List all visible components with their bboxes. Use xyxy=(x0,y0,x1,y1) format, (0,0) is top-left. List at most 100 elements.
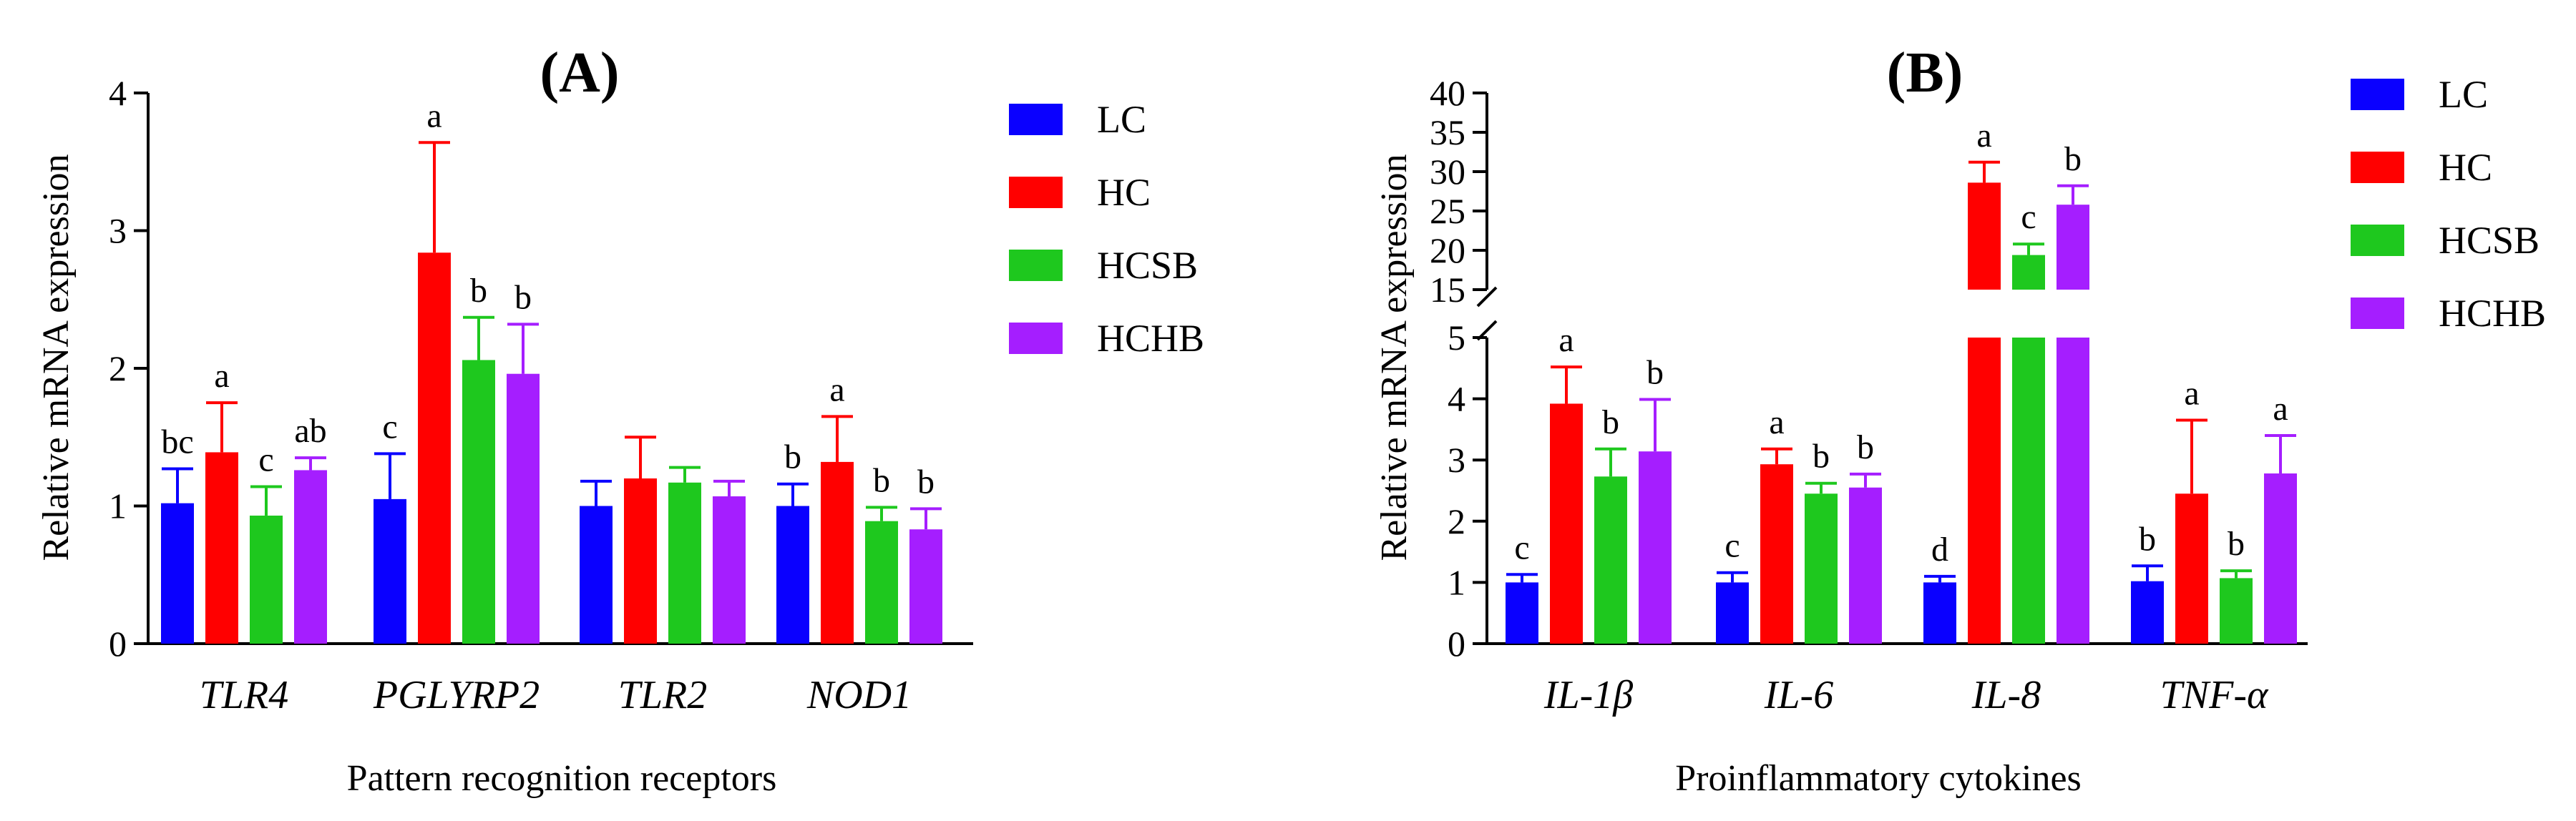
panel-a-title: (A) xyxy=(540,41,619,104)
significance-letter: c xyxy=(1514,529,1529,566)
bar-lc-tlr4 xyxy=(161,503,194,644)
significance-letter: a xyxy=(829,370,844,408)
bar-hc-tlr2 xyxy=(624,478,657,644)
legend-label-lc: LC xyxy=(1097,98,1146,141)
panel-b-y-tick-label: 0 xyxy=(1448,624,1465,664)
significance-letter: a xyxy=(2184,375,2199,413)
bar-hc-pglyrp2 xyxy=(418,252,451,644)
bar-hcsb-tlr4 xyxy=(250,515,283,644)
significance-letter: a xyxy=(1976,117,1991,154)
significance-letter: c xyxy=(2021,198,2036,236)
significance-letter: b xyxy=(784,438,801,476)
x-tick-label-tlr4: TLR4 xyxy=(200,673,289,717)
panel-a-x-ticks: TLR4 PGLYRP2 TLR2 NOD1 xyxy=(200,673,912,717)
panel-b-y-tick-label: 2 xyxy=(1448,501,1465,541)
bar-hchb-il-8-lower xyxy=(2057,338,2089,644)
bar-lc-tlr2 xyxy=(580,506,613,644)
legend-swatch-hchb xyxy=(2351,298,2404,329)
bar-lc-il-6 xyxy=(1716,582,1749,644)
significance-letter: d xyxy=(1931,531,1948,569)
panel-b-y-tick-label: 20 xyxy=(1430,230,1465,270)
bar-hchb-tlr2 xyxy=(713,496,746,644)
bar-hchb-nod1 xyxy=(909,529,942,644)
bar-hc-nod1 xyxy=(821,461,854,644)
bar-hc-il-8 xyxy=(1968,182,2001,290)
legend-label-lc: LC xyxy=(2439,73,2488,116)
panel-b-y-axis-label: Relative mRNA expression xyxy=(1374,154,1415,561)
significance-letter: bc xyxy=(161,423,193,461)
panel-b-x-axis-label: Proinflammatory cytokines xyxy=(1675,758,2082,799)
panel-a-y-tick-label: 3 xyxy=(109,211,127,251)
panel-b-legend: LC HC HCSB HCHB xyxy=(2351,73,2546,335)
panel-a-y-tick-label: 1 xyxy=(109,486,127,526)
x-tick-label-il-6: IL-6 xyxy=(1764,673,1833,717)
bar-hcsb-tlr2 xyxy=(668,482,701,644)
panel-b-y-tick-label: 1 xyxy=(1448,562,1465,602)
panel-b-axis-break-mark xyxy=(1476,286,1498,308)
legend-label-hcsb: HCSB xyxy=(1097,244,1198,287)
x-tick-label-tnf: TNF-α xyxy=(2160,673,2269,717)
bar-hchb-tlr4 xyxy=(294,470,327,644)
panel-b: (B) Relative mRNA expression Proinflamma… xyxy=(1374,41,2546,799)
significance-letter: b xyxy=(514,278,532,316)
bar-hchb-il-1 xyxy=(1639,451,1672,644)
legend-swatch-hc xyxy=(1009,177,1063,208)
panel-b-title: (B) xyxy=(1887,41,1963,104)
bar-hcsb-pglyrp2 xyxy=(462,360,495,644)
significance-letter: b xyxy=(873,461,890,499)
significance-letter: a xyxy=(426,97,441,134)
significance-letter: b xyxy=(1857,428,1874,466)
panel-b-x-ticks: IL-1β IL-6 IL-8 TNF-α xyxy=(1543,673,2269,717)
significance-letter: b xyxy=(917,463,935,501)
panel-a-y-tick-label: 4 xyxy=(109,73,127,113)
panel-b-y-tick-label: 30 xyxy=(1430,152,1465,192)
bar-hchb-il-8 xyxy=(2057,205,2089,290)
significance-letter: b xyxy=(2228,525,2245,563)
panel-b-y-tick-label: 40 xyxy=(1430,73,1465,113)
bar-hc-tnf xyxy=(2175,493,2208,644)
panel-b-y-tick-label: 5 xyxy=(1448,318,1465,358)
significance-letter: b xyxy=(2139,520,2156,558)
bar-hc-il-8-lower xyxy=(1968,338,2001,644)
x-tick-label-tlr2: TLR2 xyxy=(618,673,708,717)
legend-label-hchb: HCHB xyxy=(1097,317,1204,360)
panel-a: (A) Relative mRNA expression Pattern rec… xyxy=(36,41,1204,799)
bar-hcsb-il-8 xyxy=(2012,255,2045,290)
panel-a-y-tick-label: 0 xyxy=(109,624,127,664)
panel-a-x-axis-label: Pattern recognition receptors xyxy=(347,758,777,799)
legend-swatch-hcsb xyxy=(2351,225,2404,256)
legend-swatch-hchb xyxy=(1009,323,1063,354)
bar-lc-tnf xyxy=(2131,581,2164,644)
legend-swatch-hc xyxy=(2351,152,2404,183)
bar-hc-il-1 xyxy=(1550,403,1583,644)
significance-letter: ab xyxy=(294,412,326,450)
significance-letter: a xyxy=(1769,403,1784,441)
significance-letter: c xyxy=(258,441,273,479)
bar-hcsb-tnf xyxy=(2220,578,2253,644)
significance-letter: b xyxy=(1602,403,1619,441)
panel-b-y-tick-label: 4 xyxy=(1448,379,1465,419)
bar-hchb-il-6 xyxy=(1849,487,1882,644)
bar-hcsb-il-6 xyxy=(1805,493,1838,644)
legend-label-hchb: HCHB xyxy=(2439,292,2546,335)
bar-hchb-tnf xyxy=(2264,473,2297,644)
panel-a-legend: LC HC HCSB HCHB xyxy=(1009,98,1204,360)
significance-letter: a xyxy=(214,357,229,395)
x-tick-label-il-1: IL-1β xyxy=(1543,673,1633,717)
legend-swatch-hcsb xyxy=(1009,250,1063,281)
bar-hchb-pglyrp2 xyxy=(507,373,540,644)
legend-swatch-lc xyxy=(1009,104,1063,135)
bar-hc-il-6 xyxy=(1760,464,1793,644)
panel-b-y-tick-label: 35 xyxy=(1430,112,1465,152)
bar-lc-il-1 xyxy=(1506,582,1538,644)
bar-hcsb-il-1 xyxy=(1594,476,1627,644)
bar-hcsb-nod1 xyxy=(865,521,898,644)
x-tick-label-pglyrp2: PGLYRP2 xyxy=(373,673,540,717)
significance-letter: c xyxy=(382,408,397,446)
bar-hc-tlr4 xyxy=(205,452,238,644)
x-tick-label-nod1: NOD1 xyxy=(806,673,912,717)
panel-a-y-ticks: 0 1 2 3 4 xyxy=(109,73,148,664)
significance-letter: b xyxy=(1646,353,1664,391)
